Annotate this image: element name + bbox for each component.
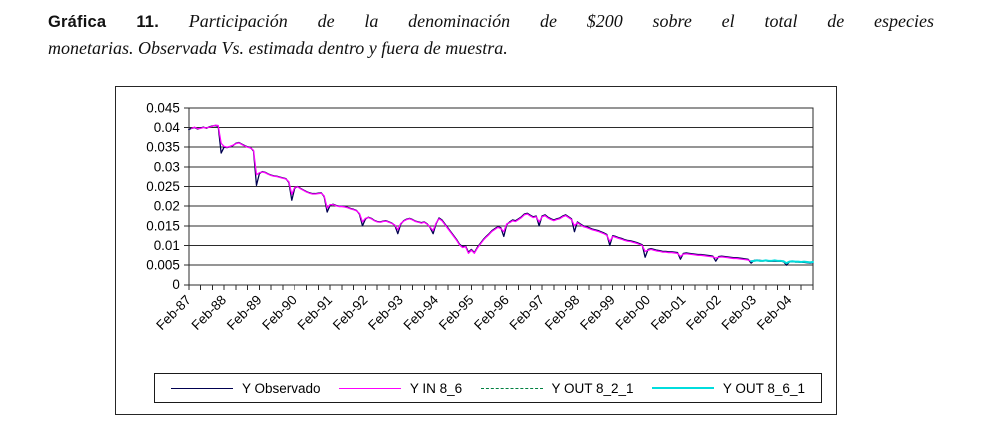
series-line-y-out-8-6-1: [750, 259, 814, 265]
series-line-y-observado: [188, 124, 814, 266]
legend-label-y-out-8-6-1: Y OUT 8_6_1: [722, 380, 805, 396]
x-axis-tick-label: Feb-91: [295, 292, 336, 333]
x-axis-tick-label: Feb-87: [153, 292, 194, 333]
x-axis-tick-label: Feb-04: [754, 292, 795, 333]
y-axis-tick-label: 0.005: [146, 258, 180, 273]
x-axis-tick-label: Feb-89: [224, 292, 265, 333]
figure-caption-line-2: monetarias. Observada Vs. estimada dentr…: [48, 35, 934, 61]
x-axis-tick-label: Feb-93: [365, 292, 406, 333]
y-axis-tick-label: 0.04: [154, 120, 181, 135]
x-axis-tick-label: Feb-96: [471, 292, 512, 333]
legend-entry-y-observado: Y Observado: [171, 381, 321, 396]
x-axis-tick-label: Feb-98: [542, 292, 583, 333]
x-axis-tick-label: Feb-90: [259, 292, 300, 333]
series-line-y-in-8-6: [191, 124, 752, 262]
plot-border: [188, 107, 814, 286]
figure-caption-text-1: Participación de la denominación de $200…: [188, 11, 935, 31]
legend-entry-y-out-8-6-1: Y OUT 8_6_1: [651, 380, 805, 396]
chart-plot-area: 0.045 0.04 0.035 0.03 0.025 0.02 0.015 0.01 0.00…: [116, 87, 836, 414]
legend-label-y-observado: Y Observado: [242, 380, 321, 396]
x-axis-tick-label: Feb-03: [719, 292, 760, 333]
y-axis-tick-label: 0.025: [146, 179, 180, 194]
y-axis-tick-label: 0.015: [146, 218, 180, 233]
legend-entry-y-out-8-2-1: Y OUT 8_2_1: [480, 380, 634, 396]
legend-line-sample-y-out-8-2-1: [480, 387, 543, 389]
x-axis-tick-label: Feb-97: [507, 292, 548, 333]
figure-number-label: Gráfica 11.: [48, 13, 159, 31]
legend-line-sample-y-in-8-6: [338, 387, 401, 389]
legend-line-sample-y-observado: [171, 387, 233, 389]
figure-caption-text-2: monetarias. Observada Vs. estimada dentr…: [48, 38, 508, 58]
figure-caption: Gráfica 11. Participación de la denomina…: [48, 8, 934, 61]
chart-figure: 0.045 0.04 0.035 0.03 0.025 0.02 0.015 0.01 0.00…: [115, 86, 837, 415]
y-axis-tick-label: 0.03: [154, 159, 180, 174]
legend-entry-y-in-8-6: Y IN 8_6: [338, 380, 463, 396]
y-axis-tick-label: 0.035: [146, 140, 180, 155]
x-axis-tick-label: Feb-00: [613, 292, 654, 333]
x-axis-tick-label: Feb-99: [577, 292, 618, 333]
y-axis-tick-label: 0.01: [154, 238, 180, 253]
x-axis-tick-label: Feb-92: [330, 292, 371, 333]
legend-label-y-out-8-2-1: Y OUT 8_2_1: [551, 380, 634, 396]
figure-caption-line-1: Gráfica 11. Participación de la denomina…: [48, 8, 934, 35]
x-axis-tick-label: Feb-02: [683, 292, 724, 333]
x-axis-tick-label: Feb-95: [436, 292, 477, 333]
x-axis-tick-label: Feb-94: [401, 292, 442, 333]
chart-legend: Y Observado Y IN 8_6 Y OUT 8_2_1 Y OUT 8…: [154, 373, 822, 403]
x-axis-tick-label: Feb-01: [648, 292, 689, 333]
y-axis-tick-label: 0.02: [154, 199, 180, 214]
legend-line-sample-y-out-8-6-1: [651, 387, 714, 389]
y-axis-tick-label: 0: [172, 277, 179, 292]
y-axis-tick-label: 0.045: [146, 100, 180, 115]
x-axis-tick-label: Feb-88: [189, 292, 230, 333]
legend-label-y-in-8-6: Y IN 8_6: [409, 380, 463, 396]
